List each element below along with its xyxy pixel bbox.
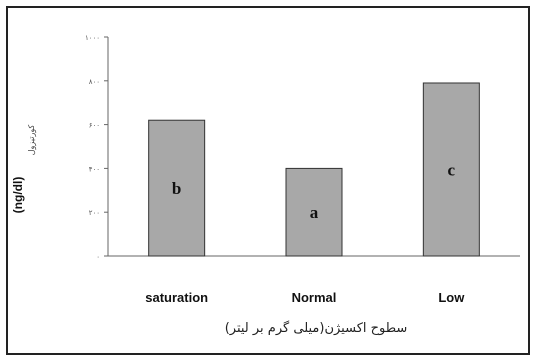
y-tick-label: ۸۰۰ — [89, 78, 100, 86]
y-tick-label: ۶۰۰ — [89, 122, 100, 130]
chart-bars — [148, 82, 480, 257]
bar-low — [422, 82, 480, 257]
y-tick-label: ۰ — [96, 253, 100, 261]
bar-saturation — [148, 119, 206, 257]
y-tick-label: ۱۰۰۰ — [85, 34, 100, 42]
x-category-label: saturation — [145, 290, 208, 305]
bar-normal — [285, 167, 343, 257]
x-category-label: Normal — [292, 290, 337, 305]
chart-labels: b saturation a Normal c Low — [145, 160, 465, 305]
x-category-label: Low — [438, 290, 465, 305]
y-axis-label-secondary: کورتیزول — [27, 125, 36, 156]
x-axis-label: سطوح اکسیژن(میلی گرم بر لیتر) — [225, 320, 408, 336]
bar-significance-letter: b — [172, 179, 181, 198]
y-axis-label: (ng/dl) — [11, 177, 25, 214]
y-tick-label: ۲۰۰ — [89, 209, 100, 217]
bar-significance-letter: c — [448, 160, 456, 179]
bar-significance-letter: a — [310, 203, 319, 222]
y-tick-label: ۴۰۰ — [89, 165, 100, 173]
